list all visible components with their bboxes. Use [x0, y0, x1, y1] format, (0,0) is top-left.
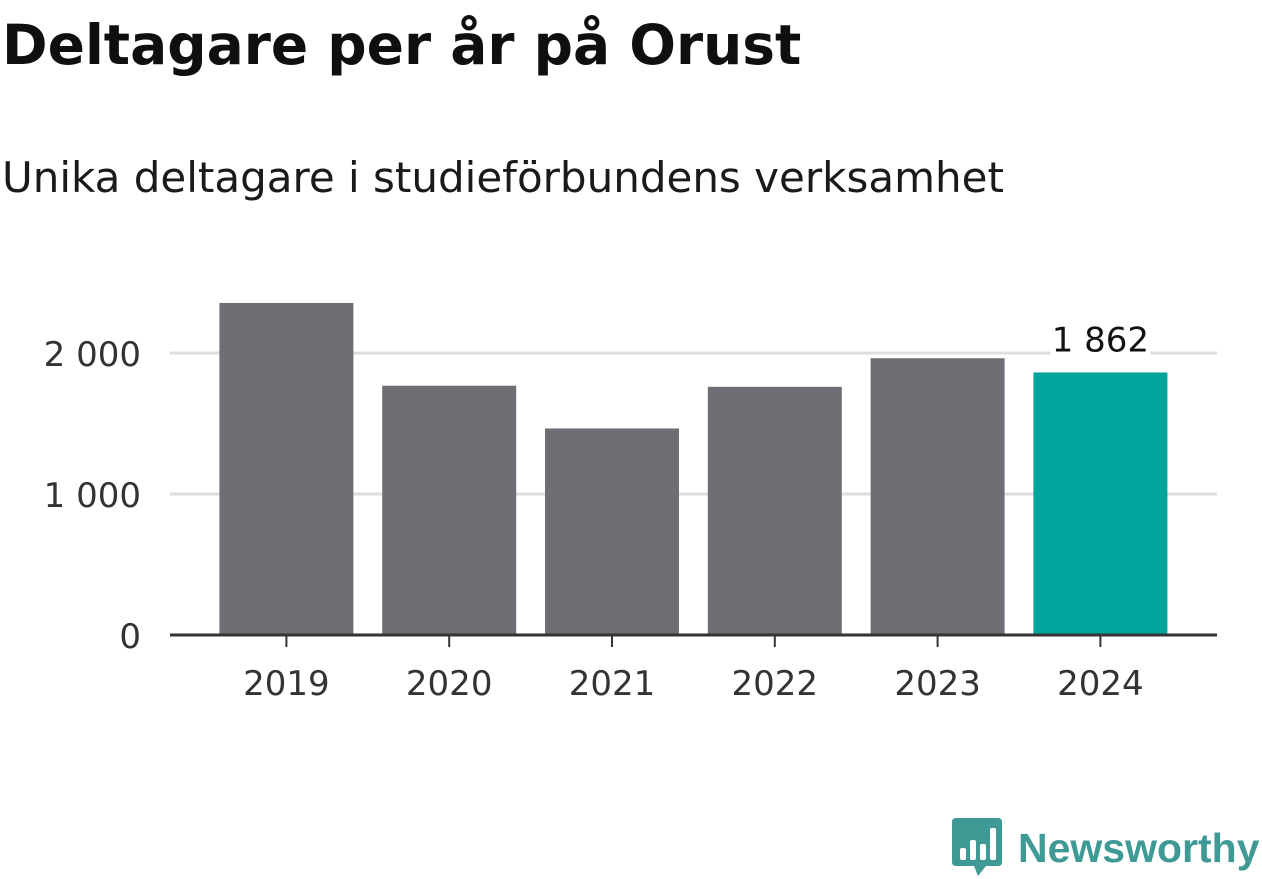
x-tick-label: 2024 [1057, 664, 1144, 704]
bar-chart-speech-bubble-icon [952, 818, 1002, 876]
x-tick-label: 2021 [569, 664, 656, 704]
data-label-background [1050, 318, 1151, 359]
bar-2019 [219, 302, 354, 635]
x-tick-label: 2019 [243, 664, 330, 704]
y-tick-label: 1 000 [44, 476, 141, 516]
data-label: 1 862 [1052, 320, 1149, 360]
y-tick-label: 0 [119, 617, 141, 657]
bar-2023 [870, 358, 1005, 635]
x-tick-label: 2023 [894, 664, 981, 704]
bar-2021 [545, 428, 679, 635]
chart-title: Deltagare per år på Orust [2, 13, 802, 77]
data-labels: 1 862 [1050, 318, 1151, 360]
chart-subtitle: Unika deltagare i studieförbundens verks… [2, 153, 1004, 202]
bar-2022 [707, 386, 842, 635]
y-tick-label: 2 000 [44, 335, 141, 375]
bars [219, 302, 1168, 635]
newsworthy-logo: Newsworthy [952, 818, 1260, 878]
x-tick-label: 2022 [732, 664, 819, 704]
brand-name: Newsworthy [1018, 824, 1260, 871]
bar-2024 [1033, 372, 1168, 635]
x-tick-label: 2020 [406, 664, 493, 704]
axes: 0 1 000 2 000 2019 2020 2021 2022 2023 2024 [44, 335, 1217, 704]
bar-2020 [382, 385, 517, 635]
